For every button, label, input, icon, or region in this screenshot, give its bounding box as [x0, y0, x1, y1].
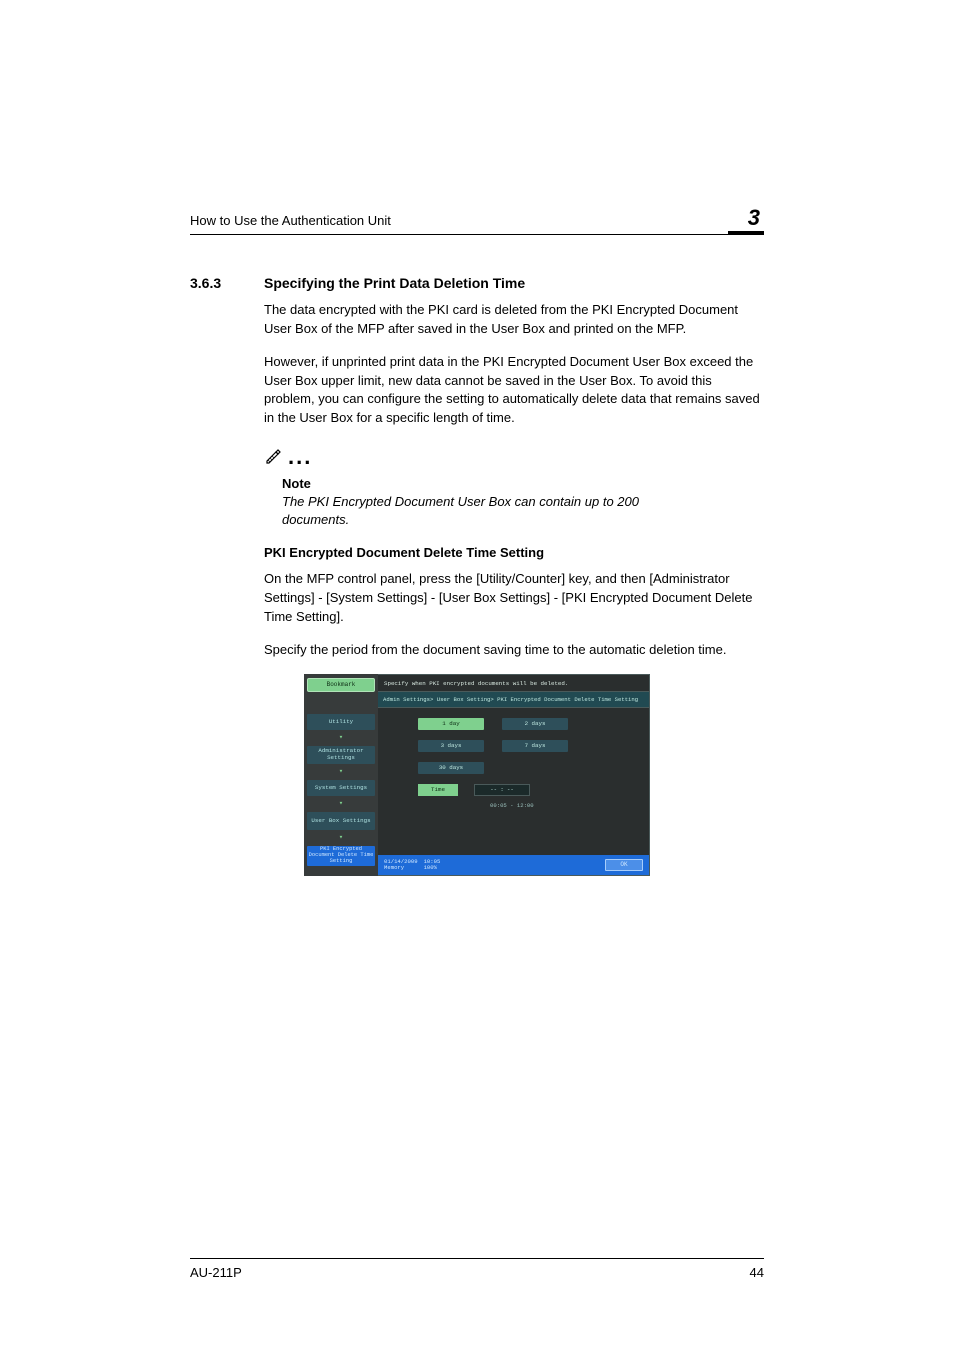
option-3-days[interactable]: 3 days: [418, 740, 484, 752]
note-label: Note: [282, 476, 764, 491]
paragraph: However, if unprinted print data in the …: [264, 353, 764, 428]
sub-heading: PKI Encrypted Document Delete Time Setti…: [264, 545, 764, 560]
body-block: The data encrypted with the PKI card is …: [264, 301, 764, 428]
chevron-down-icon: ▾: [307, 834, 375, 842]
mfp-footer: 01/14/2009 Memory 10:05 100% OK: [378, 855, 649, 875]
footer-memory-label: Memory: [384, 865, 418, 871]
chapter-number-box: 3: [728, 206, 764, 234]
option-2-days[interactable]: 2 days: [502, 718, 568, 730]
paragraph: The data encrypted with the PKI card is …: [264, 301, 764, 339]
note-icon-row: ...: [264, 446, 764, 472]
footer-model: AU-211P: [190, 1265, 242, 1280]
page-header: How to Use the Authentication Unit 3: [190, 200, 764, 235]
time-range-label: 00:05 - 12:00: [378, 802, 649, 809]
paragraph: Specify the period from the document sav…: [264, 641, 764, 660]
chevron-down-icon: ▾: [307, 734, 375, 742]
chevron-down-icon: ▾: [307, 800, 375, 808]
time-input[interactable]: -- : --: [474, 784, 530, 796]
mfp-breadcrumb: Admin Settings> User Box Setting> PKI En…: [378, 691, 649, 708]
option-row: 3 days 7 days: [378, 740, 649, 752]
section-number: 3.6.3: [190, 275, 230, 291]
mfp-main: Specify when PKI encrypted documents wil…: [378, 674, 650, 876]
option-row: 1 day 2 days: [378, 718, 649, 730]
option-30-days[interactable]: 30 days: [418, 762, 484, 774]
chapter-number: 3: [748, 205, 760, 231]
option-7-days[interactable]: 7 days: [502, 740, 568, 752]
nav-system-settings[interactable]: System Settings: [307, 780, 375, 796]
footer-col-2: 10:05 100%: [424, 859, 441, 871]
header-title: How to Use the Authentication Unit: [190, 213, 391, 228]
time-row: Time -- : --: [378, 784, 649, 796]
nav-admin-settings[interactable]: Administrator Settings: [307, 746, 375, 764]
nav-user-box[interactable]: User Box Settings: [307, 812, 375, 830]
mfp-screenshot: Bookmark Utility ▾ Administrator Setting…: [304, 674, 650, 876]
footer-memory-value: 100%: [424, 865, 441, 871]
nav-active-item[interactable]: PKI Encrypted Document Delete Time Setti…: [307, 846, 375, 866]
paragraph: On the MFP control panel, press the [Uti…: [264, 570, 764, 627]
page-footer: AU-211P 44: [190, 1258, 764, 1280]
section-title: Specifying the Print Data Deletion Time: [264, 275, 525, 291]
body-block-2: On the MFP control panel, press the [Uti…: [264, 570, 764, 659]
nav-utility[interactable]: Utility: [307, 714, 375, 730]
note-text: The PKI Encrypted Document User Box can …: [282, 493, 702, 529]
option-1-day[interactable]: 1 day: [418, 718, 484, 730]
mfp-sidebar: Bookmark Utility ▾ Administrator Setting…: [304, 674, 378, 876]
pencil-icon: [264, 446, 284, 471]
chevron-down-icon: ▾: [307, 768, 375, 776]
footer-col-1: 01/14/2009 Memory: [384, 859, 418, 871]
time-label[interactable]: Time: [418, 784, 458, 796]
mfp-footer-info: 01/14/2009 Memory 10:05 100%: [384, 859, 440, 871]
spacer: [307, 696, 375, 710]
section-heading: 3.6.3 Specifying the Print Data Deletion…: [190, 275, 764, 291]
footer-page-number: 44: [750, 1265, 764, 1280]
ellipsis-icon: ...: [288, 444, 312, 470]
document-page: How to Use the Authentication Unit 3 3.6…: [0, 0, 954, 1350]
bookmark-button[interactable]: Bookmark: [307, 678, 375, 692]
mfp-instruction: Specify when PKI encrypted documents wil…: [378, 675, 649, 691]
ok-button[interactable]: OK: [605, 859, 643, 871]
mfp-options-area: 1 day 2 days 3 days 7 days 30 days Time …: [378, 708, 649, 855]
option-row: 30 days: [378, 762, 649, 774]
